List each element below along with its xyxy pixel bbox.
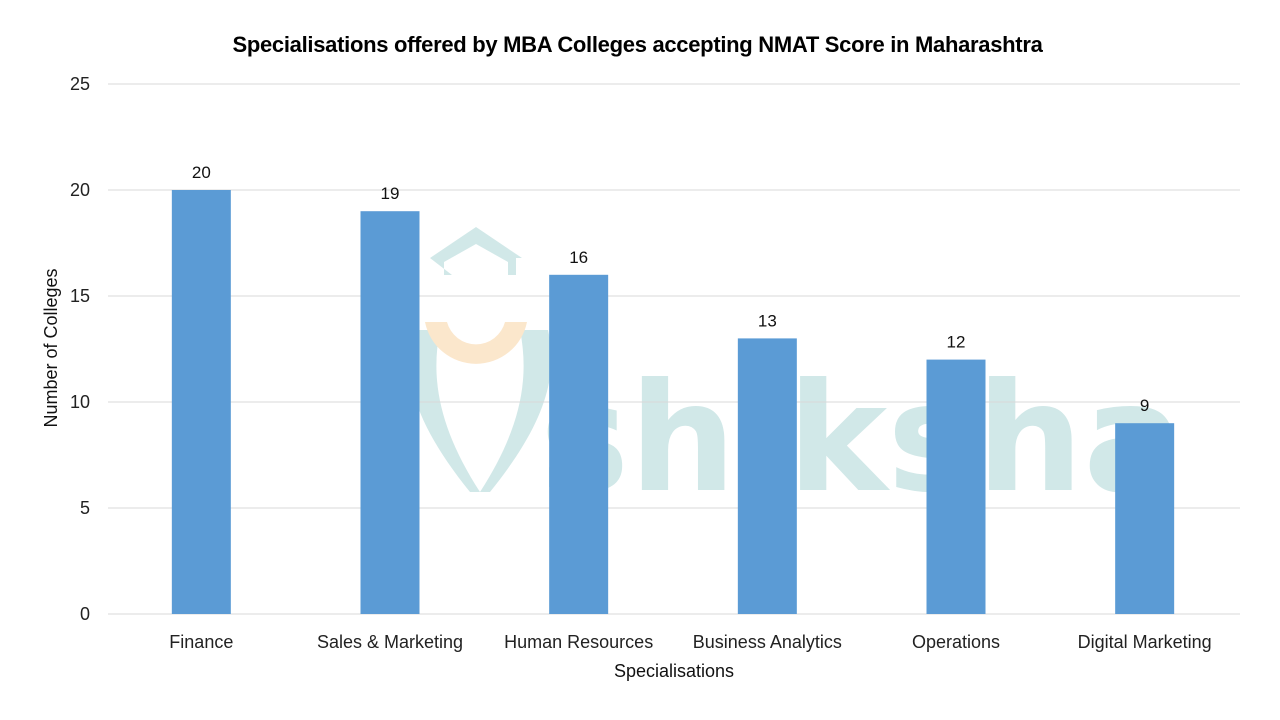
x-tick-label: Human Resources <box>504 632 653 652</box>
bar <box>549 274 609 614</box>
x-tick-label: Business Analytics <box>693 632 842 652</box>
bar <box>737 338 797 614</box>
data-label: 16 <box>569 248 588 267</box>
y-tick-label: 15 <box>70 286 90 306</box>
data-label: 20 <box>192 163 211 182</box>
data-label: 19 <box>381 184 400 203</box>
x-axis-title: Specialisations <box>614 661 734 681</box>
watermark-text: shiksha <box>540 352 1185 526</box>
bar <box>1115 423 1175 614</box>
shiksha-watermark-logo: shiksha <box>408 227 1185 526</box>
x-tick-label: Digital Marketing <box>1078 632 1212 652</box>
x-tick-label: Finance <box>169 632 233 652</box>
y-tick-label: 25 <box>70 74 90 94</box>
y-tick-label: 0 <box>80 604 90 624</box>
bar <box>926 359 986 614</box>
y-tick-label: 20 <box>70 180 90 200</box>
x-tick-label: Operations <box>912 632 1000 652</box>
y-tick-label: 5 <box>80 498 90 518</box>
data-label: 9 <box>1140 396 1149 415</box>
bar <box>360 211 420 614</box>
data-label: 13 <box>758 311 777 330</box>
y-tick-label: 10 <box>70 392 90 412</box>
x-tick-label: Sales & Marketing <box>317 632 463 652</box>
chart-title: Specialisations offered by MBA Colleges … <box>232 32 1043 57</box>
data-label: 12 <box>947 333 966 352</box>
bar <box>171 190 231 614</box>
y-axis-title: Number of Colleges <box>41 268 61 427</box>
